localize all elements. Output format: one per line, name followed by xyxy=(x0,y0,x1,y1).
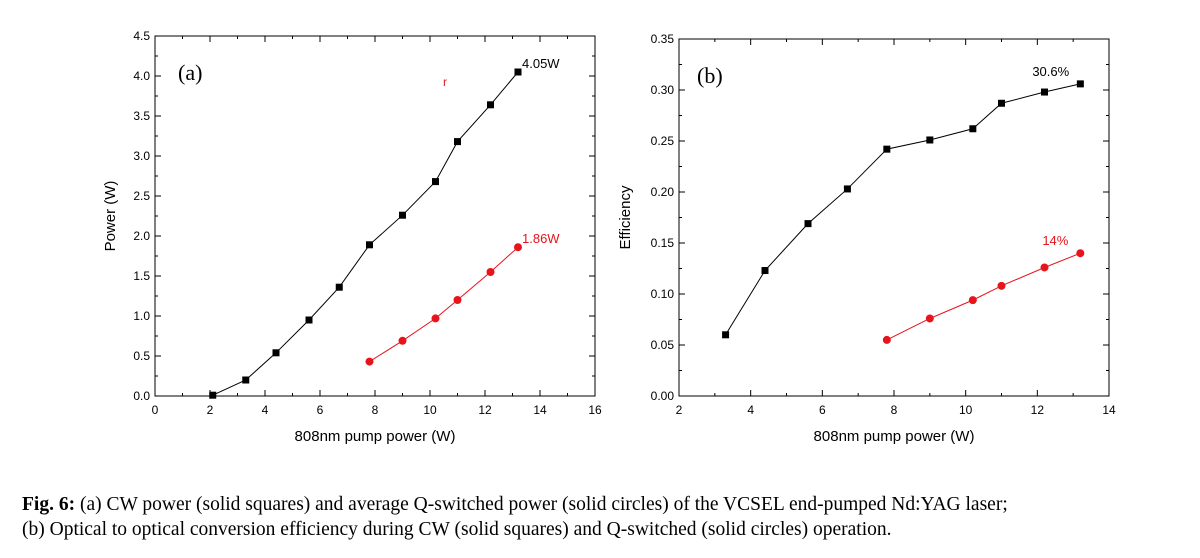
data-point-circle xyxy=(453,296,462,304)
data-point-square xyxy=(998,99,1005,107)
data-point-square xyxy=(335,283,343,291)
data-point-square xyxy=(432,178,439,186)
data-label: 4.05W xyxy=(522,56,560,71)
y-tick-label: 1.5 xyxy=(133,269,150,283)
x-tick-label: 2 xyxy=(207,403,214,417)
data-label: 1.86W xyxy=(522,231,560,246)
y-axis-title: Power (W) xyxy=(102,181,119,252)
data-point-square xyxy=(305,316,313,324)
data-point-square xyxy=(454,138,461,146)
x-tick-label: 12 xyxy=(478,403,492,417)
data-point-square xyxy=(1041,88,1048,96)
data-point-circle xyxy=(398,336,407,345)
caption-fig-label: Fig. 6: xyxy=(22,494,76,515)
x-axis-title: 808nm pump power (W) xyxy=(814,428,975,445)
data-point-square xyxy=(722,331,730,339)
x-tick-label: 2 xyxy=(676,403,683,417)
y-axis-title: Efficiency xyxy=(617,185,634,249)
caption-line-1: Fig. 6: (a) CW power (solid squares) and… xyxy=(22,492,1192,517)
data-point-circle xyxy=(514,243,522,252)
y-tick-label: 4.0 xyxy=(133,69,150,83)
data-point-square xyxy=(1076,80,1084,88)
data-point-square xyxy=(514,68,522,76)
y-tick-label: 0.15 xyxy=(651,236,675,250)
x-tick-label: 14 xyxy=(1102,403,1116,417)
x-axis-title: 808nm pump power (W) xyxy=(295,428,456,445)
panel-label: (a) xyxy=(178,60,202,85)
y-tick-label: 0.05 xyxy=(651,338,675,352)
y-tick-label: 0.30 xyxy=(651,83,675,97)
data-label: 14% xyxy=(1042,233,1068,248)
y-tick-label: 3.5 xyxy=(133,109,150,123)
data-label: 30.6% xyxy=(1032,64,1069,79)
y-tick-label: 0.10 xyxy=(651,287,675,301)
caption-line-2: (b) Optical to optical conversion effici… xyxy=(22,519,892,540)
caption-text-1: (a) CW power (solid squares) and average… xyxy=(79,494,1008,515)
series-line xyxy=(886,252,1081,341)
x-tick-label: 16 xyxy=(588,403,602,417)
y-tick-label: 0.35 xyxy=(651,32,675,46)
y-tick-label: 0.25 xyxy=(651,134,675,148)
data-point-circle xyxy=(365,357,374,366)
data-point-circle xyxy=(925,314,934,323)
data-point-circle xyxy=(431,314,440,323)
y-tick-label: 2.5 xyxy=(133,189,150,203)
data-point-square xyxy=(366,241,373,249)
data-point-square xyxy=(843,185,851,193)
y-tick-label: 0.5 xyxy=(133,349,150,363)
panel-label: (b) xyxy=(697,63,723,88)
data-point-square xyxy=(883,145,891,153)
x-tick-label: 4 xyxy=(747,403,754,417)
data-point-square xyxy=(399,211,406,219)
x-tick-label: 8 xyxy=(891,403,898,417)
data-point-circle xyxy=(968,296,977,305)
data-point-square xyxy=(209,391,217,399)
y-tick-label: 0.20 xyxy=(651,185,675,199)
y-tick-label: 0.00 xyxy=(651,389,675,403)
y-tick-label: 4.5 xyxy=(133,29,150,43)
x-tick-label: 14 xyxy=(533,403,547,417)
y-tick-label: 2.0 xyxy=(133,229,150,243)
y-tick-label: 0.0 xyxy=(133,389,150,403)
x-tick-label: 0 xyxy=(152,403,159,417)
data-point-circle xyxy=(1040,263,1049,272)
data-point-square xyxy=(272,349,280,357)
x-tick-label: 10 xyxy=(423,403,437,417)
x-tick-label: 8 xyxy=(372,403,379,417)
x-tick-label: 10 xyxy=(959,403,973,417)
y-tick-label: 3.0 xyxy=(133,149,150,163)
data-point-square xyxy=(487,101,494,109)
data-point-square xyxy=(761,267,769,275)
data-point-circle xyxy=(997,281,1006,290)
x-tick-label: 6 xyxy=(819,403,826,417)
data-point-square xyxy=(926,136,934,144)
x-tick-label: 6 xyxy=(317,403,324,417)
data-point-square xyxy=(804,220,812,228)
x-tick-label: 12 xyxy=(1031,403,1045,417)
figure-caption: Fig. 6: (a) CW power (solid squares) and… xyxy=(22,492,1192,542)
data-point-square xyxy=(242,376,250,384)
stray-mark: r xyxy=(443,75,447,89)
data-point-circle xyxy=(882,335,891,344)
data-point-circle xyxy=(486,268,495,276)
y-tick-label: 1.0 xyxy=(133,309,150,323)
data-point-square xyxy=(969,125,977,133)
x-tick-label: 4 xyxy=(262,403,269,417)
series-line xyxy=(369,246,519,363)
series-line xyxy=(725,83,1081,336)
data-point-circle xyxy=(1076,249,1085,258)
